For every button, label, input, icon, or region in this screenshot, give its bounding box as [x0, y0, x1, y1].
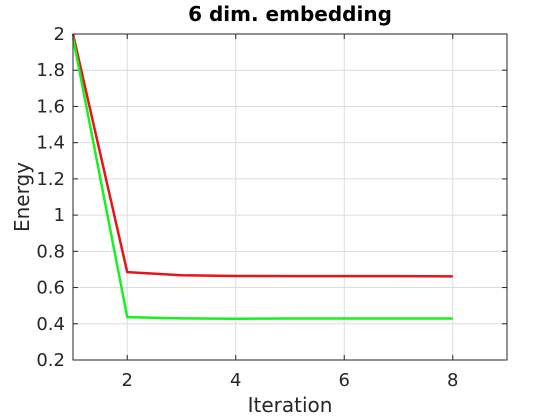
- y-axis-label: Energy: [10, 162, 34, 232]
- y-tick-label: 0.4: [36, 314, 65, 335]
- x-tick-labels: 2 4 6 8: [122, 370, 459, 391]
- y-tick-label: 1.8: [36, 60, 65, 81]
- y-tick-label: 0.2: [36, 350, 65, 371]
- series-line-2: [71, 37, 453, 320]
- series-layer: [71, 33, 453, 320]
- tick-marks: [73, 33, 507, 361]
- y-tick-labels: 0.2 0.4 0.6 0.8 1 1.2 1.4 1.6 1.8 2: [36, 24, 65, 371]
- series-line-1: [71, 33, 453, 278]
- x-tick-label: 8: [447, 370, 458, 391]
- y-tick-label: 0.6: [36, 278, 65, 299]
- chart-title: 6 dim. embedding: [188, 2, 392, 26]
- y-tick-label: 2: [54, 24, 65, 45]
- grid: [73, 33, 507, 361]
- y-tick-label: 1: [54, 205, 65, 226]
- axes-frame: [72, 33, 508, 361]
- y-tick-label: 1.4: [36, 133, 65, 154]
- x-axis-label: Iteration: [248, 393, 333, 417]
- x-tick-label: 2: [122, 370, 133, 391]
- x-tick-label: 6: [339, 370, 350, 391]
- y-tick-label: 0.8: [36, 241, 65, 262]
- y-tick-label: 1.2: [36, 169, 65, 190]
- y-tick-label: 1.6: [36, 96, 65, 117]
- x-tick-label: 4: [230, 370, 241, 391]
